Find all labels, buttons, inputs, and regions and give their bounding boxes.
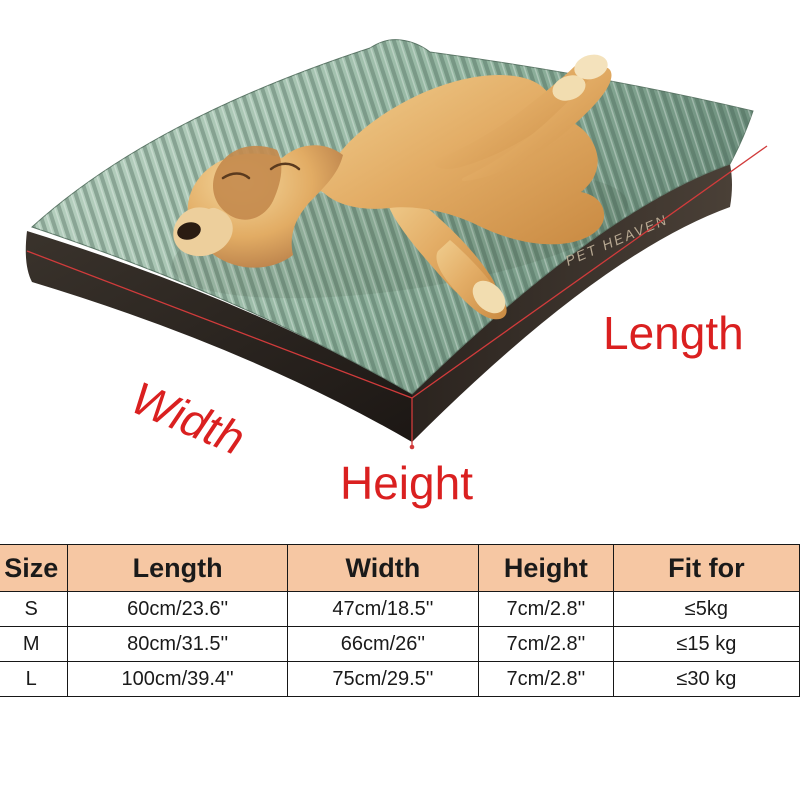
svg-text:Length: Length: [603, 307, 744, 359]
svg-text:Height: Height: [340, 457, 473, 509]
